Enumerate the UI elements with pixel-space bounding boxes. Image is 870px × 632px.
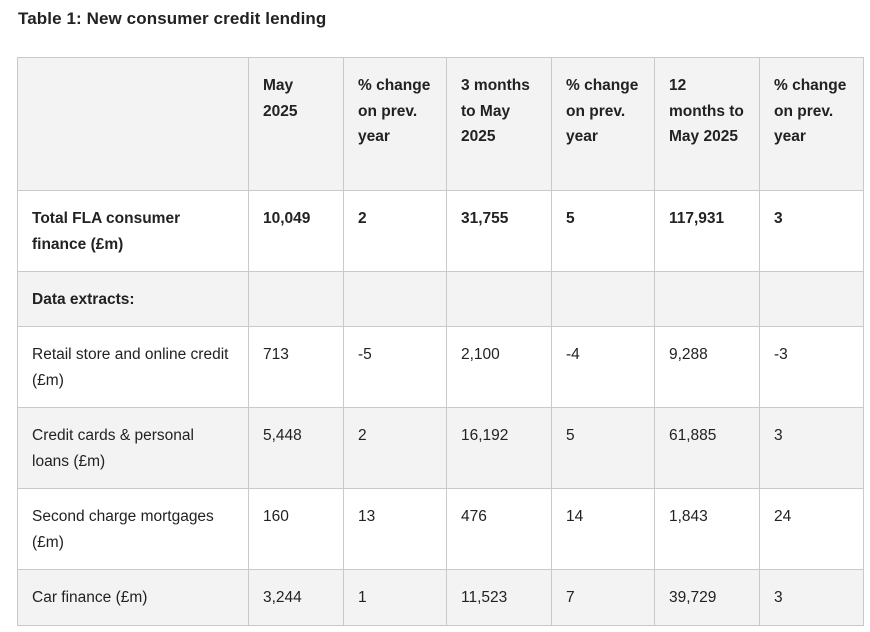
header-cell-12-months: 12 months to May 2025 [654,57,760,191]
table-cell [343,271,447,327]
table-cell: -5 [343,326,447,408]
header-cell-pct-change-12-months: % change on prev. year [759,57,864,191]
table-cell: 31,755 [446,190,552,272]
table-cell [551,271,655,327]
table-cell: 713 [248,326,344,408]
header-cell-3-months: 3 months to May 2025 [446,57,552,191]
table-cell: 16,192 [446,407,552,489]
table-cell: 2 [343,190,447,272]
table-cell [248,271,344,327]
table-row-retail: Retail store and online credit (£m) 713 … [17,326,864,408]
table-cell: 5,448 [248,407,344,489]
table-cell: 1,843 [654,488,760,570]
table-row-car-finance: Car finance (£m) 3,244 1 11,523 7 39,729… [17,569,864,626]
table-cell: 476 [446,488,552,570]
table-cell: 7 [551,569,655,626]
table-cell: 5 [551,190,655,272]
table-cell: 3,244 [248,569,344,626]
table-row-total: Total FLA consumer finance (£m) 10,049 2… [17,190,864,272]
table-cell: 2,100 [446,326,552,408]
table-caption: Table 1: New consumer credit lending [18,9,327,28]
header-cell-may-2025: May 2025 [248,57,344,191]
table-cell: -3 [759,326,864,408]
row-label: Credit cards & personal loans (£m) [17,407,249,489]
table-row-credit-cards: Credit cards & personal loans (£m) 5,448… [17,407,864,489]
table-cell [759,271,864,327]
header-cell-pct-change-3-months: % change on prev. year [551,57,655,191]
row-label: Total FLA consumer finance (£m) [17,190,249,272]
table-cell: 1 [343,569,447,626]
row-label: Data extracts: [17,271,249,327]
table-cell: 2 [343,407,447,489]
table-cell: 160 [248,488,344,570]
table-cell: -4 [551,326,655,408]
row-label: Car finance (£m) [17,569,249,626]
table-cell: 13 [343,488,447,570]
row-label: Retail store and online credit (£m) [17,326,249,408]
table-cell: 14 [551,488,655,570]
table-cell: 11,523 [446,569,552,626]
table-cell: 3 [759,407,864,489]
table-cell: 117,931 [654,190,760,272]
table-header-row: May 2025 % change on prev. year 3 months… [17,57,864,191]
table-cell: 5 [551,407,655,489]
table-row-second-charge: Second charge mortgages (£m) 160 13 476 … [17,488,864,570]
consumer-credit-table: May 2025 % change on prev. year 3 months… [17,57,864,626]
table-cell: 10,049 [248,190,344,272]
table-cell [654,271,760,327]
table-cell: 3 [759,569,864,626]
table-cell: 3 [759,190,864,272]
table-cell: 9,288 [654,326,760,408]
table-cell: 24 [759,488,864,570]
table-cell [446,271,552,327]
header-cell-pct-change-month: % change on prev. year [343,57,447,191]
header-cell-blank [17,57,249,191]
table-cell: 61,885 [654,407,760,489]
table-cell: 39,729 [654,569,760,626]
table-row-section-heading: Data extracts: [17,271,864,327]
row-label: Second charge mortgages (£m) [17,488,249,570]
